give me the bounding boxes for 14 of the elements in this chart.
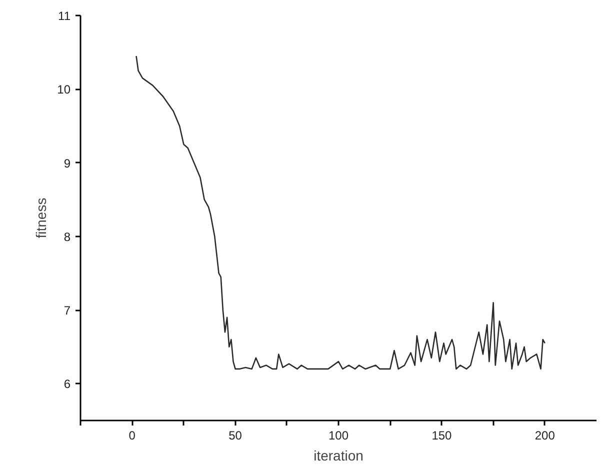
y-tick-label: 10 xyxy=(57,82,71,97)
x-tick-label: 0 xyxy=(128,428,136,442)
x-tick-label: 100 xyxy=(328,428,349,442)
y-tick-label: 7 xyxy=(64,304,71,318)
x-tick-label: 150 xyxy=(432,428,452,442)
x-tick-label: 50 xyxy=(228,428,242,442)
y-tick-label: 8 xyxy=(64,230,71,244)
x-axis-title: iteration xyxy=(314,448,364,464)
y-tick-label: 6 xyxy=(64,377,71,392)
line-series xyxy=(136,55,546,370)
y-tick-label: 11 xyxy=(58,9,71,23)
y-axis-title: fitness xyxy=(33,198,50,238)
x-tick-label: 200 xyxy=(534,428,556,442)
y-tick-label: 9 xyxy=(64,156,71,170)
